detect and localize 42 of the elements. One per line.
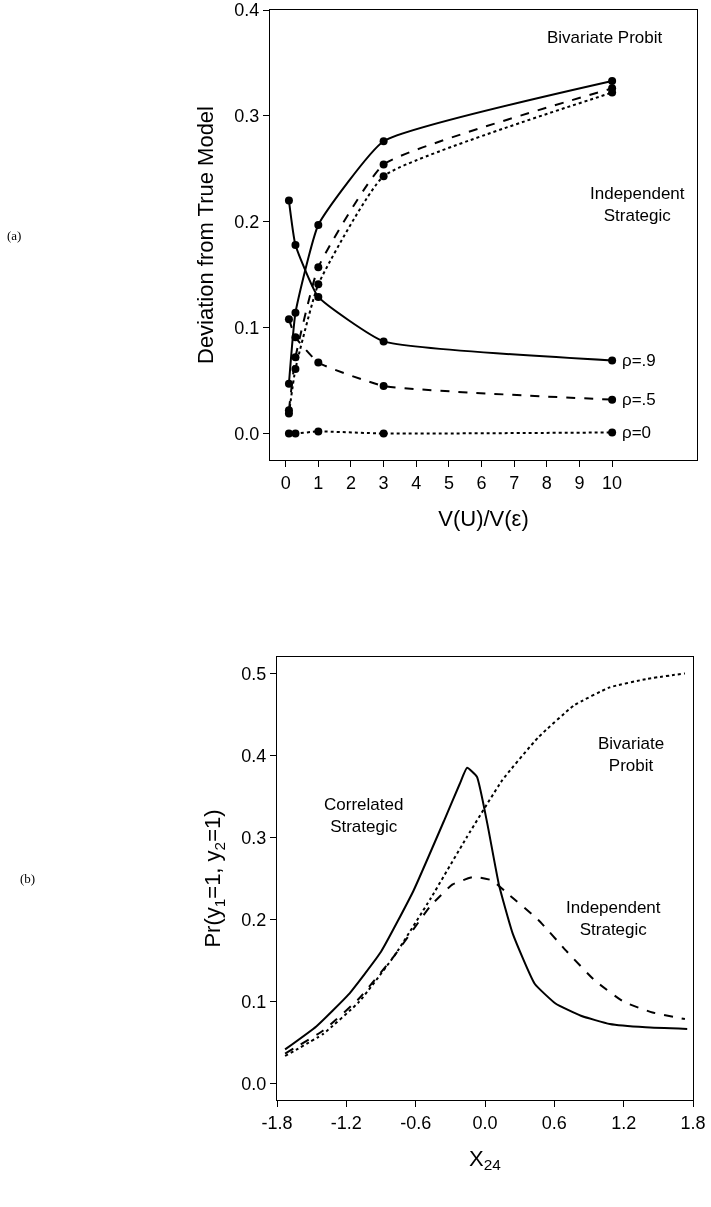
x-tick-label: 3 <box>378 472 389 493</box>
text: Bivariate Probit <box>598 734 665 776</box>
x-tick-label: 0.6 <box>541 1112 567 1133</box>
x-tick-label: 6 <box>476 472 487 493</box>
text: (a) <box>7 228 22 243</box>
text: (b) <box>20 871 36 886</box>
y-tick-label: 0.1 <box>241 992 267 1013</box>
series-label: ρ=.9 <box>622 351 656 370</box>
x-axis-title: X$_{24}$ <box>469 1145 502 1174</box>
series-label: Correlated Strategic <box>324 795 404 837</box>
x-tick-label: 4 <box>411 472 422 493</box>
x-tick-label: 10 <box>602 472 623 493</box>
x-tick-label: 1 <box>313 472 324 493</box>
y-tick-label: 0.3 <box>241 827 267 848</box>
x-tick-label: 1.2 <box>611 1112 637 1133</box>
y-axis-title: Deviation from True Model <box>193 106 219 364</box>
y-tick-label: 0.0 <box>234 423 260 444</box>
x-tick-label: -1.8 <box>261 1112 293 1133</box>
x-tick-label: 7 <box>509 472 520 493</box>
series-label: ρ=.5 <box>622 390 656 409</box>
x-tick-label: 2 <box>345 472 356 493</box>
x-tick-label: 8 <box>541 472 552 493</box>
series-label: ρ=0 <box>622 423 652 442</box>
y-tick-label: 0.3 <box>234 106 260 127</box>
annotation: Independent Strategic <box>590 184 685 226</box>
y-tick-label: 0.1 <box>234 317 260 338</box>
y-tick-label: 0.2 <box>241 910 267 931</box>
y-tick-label: 0.4 <box>234 0 260 21</box>
x-tick-label: 0 <box>280 472 291 493</box>
x-axis-title: V(U)/V(ε) <box>438 505 529 531</box>
annotation: Bivariate Probit <box>547 28 663 47</box>
series-label: Independent Strategic <box>566 898 661 940</box>
x-tick-label: 1.8 <box>680 1112 706 1133</box>
x-tick-label: -0.6 <box>400 1112 432 1133</box>
x-tick-label: -1.2 <box>330 1112 362 1133</box>
y-tick-label: 0.4 <box>241 745 267 766</box>
y-tick-label: 0.5 <box>241 663 267 684</box>
y-tick-label: 0.0 <box>241 1074 267 1095</box>
y-tick-label: 0.2 <box>234 212 260 233</box>
x-tick-label: 0.0 <box>472 1112 498 1133</box>
x-tick-label: 9 <box>574 472 585 493</box>
x-tick-label: 5 <box>443 472 454 493</box>
